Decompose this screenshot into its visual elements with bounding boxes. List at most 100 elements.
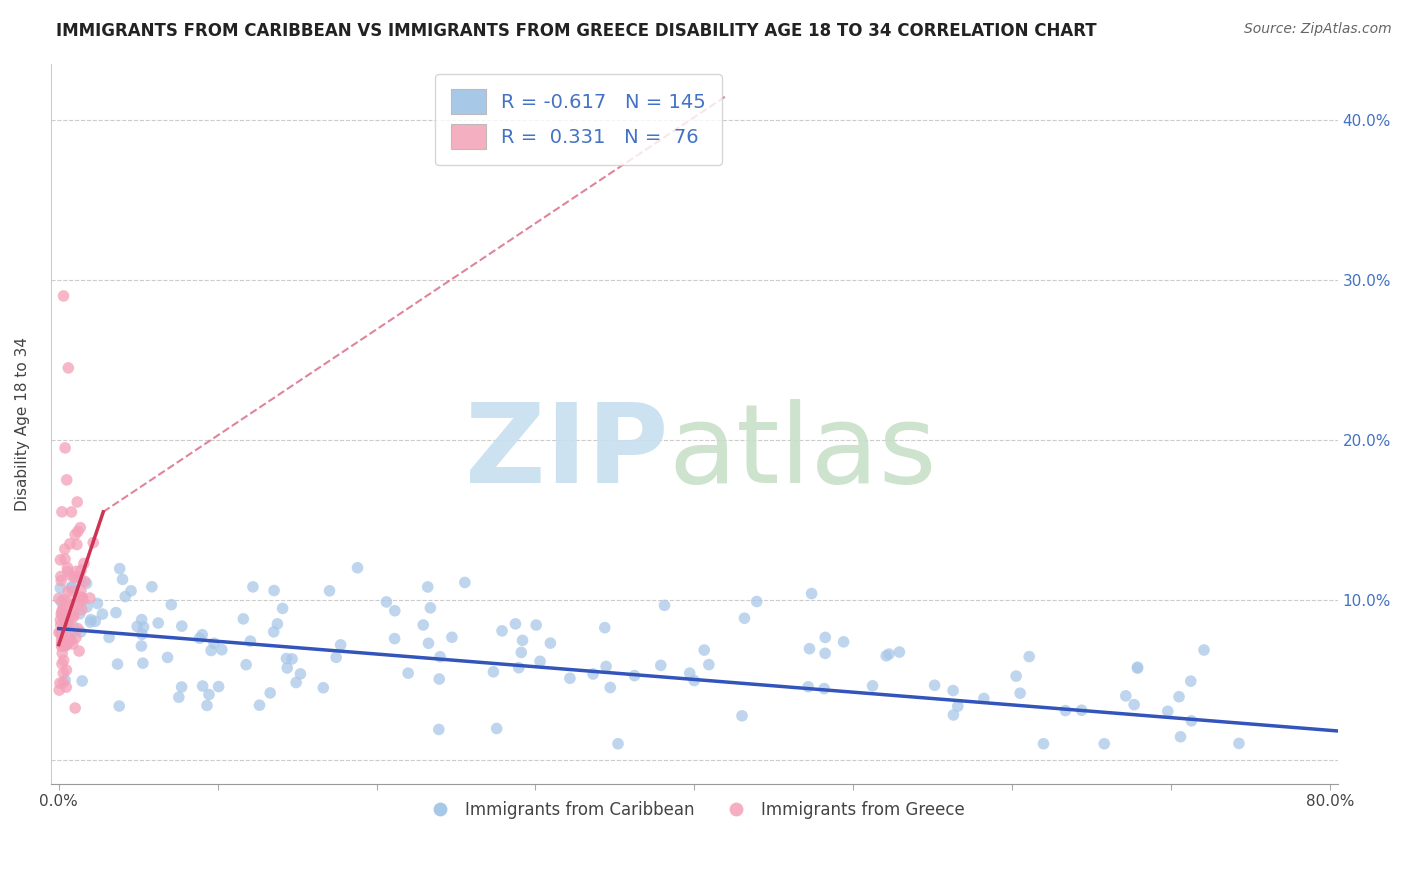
Point — [249, 698, 271, 713]
Point — [49, 613, 72, 627]
Point — [49, 569, 72, 583]
Point — [53, 673, 76, 687]
Point — [512, 633, 534, 648]
Point — [108, 561, 131, 575]
Point — [862, 679, 884, 693]
Point — [80, 613, 103, 627]
Point — [60, 569, 83, 583]
Point — [942, 708, 965, 723]
Point — [396, 666, 419, 681]
Point — [51, 505, 73, 519]
Point — [1018, 649, 1040, 664]
Point — [79, 615, 101, 629]
Point — [66, 598, 89, 612]
Point — [427, 672, 450, 686]
Point — [52, 600, 75, 615]
Point — [799, 641, 821, 656]
Point — [62, 620, 84, 634]
Text: ZIP: ZIP — [465, 400, 668, 506]
Point — [1010, 686, 1032, 700]
Point — [242, 580, 264, 594]
Point — [235, 657, 257, 672]
Point — [53, 639, 76, 653]
Point — [271, 601, 294, 615]
Point — [800, 586, 823, 600]
Point — [63, 527, 86, 541]
Point — [276, 651, 298, 665]
Point — [69, 590, 91, 604]
Point — [56, 565, 79, 579]
Point — [72, 593, 94, 607]
Point — [48, 625, 70, 640]
Point — [325, 650, 347, 665]
Point — [76, 576, 98, 591]
Point — [69, 624, 91, 639]
Point — [51, 646, 73, 660]
Point — [55, 620, 77, 634]
Point — [49, 594, 72, 608]
Point — [79, 591, 101, 605]
Point — [52, 289, 75, 303]
Point — [62, 597, 84, 611]
Point — [60, 580, 83, 594]
Point — [69, 583, 91, 598]
Point — [70, 603, 93, 617]
Point — [1032, 737, 1054, 751]
Point — [427, 723, 450, 737]
Point — [814, 646, 837, 660]
Point — [510, 645, 533, 659]
Point — [946, 699, 969, 714]
Point — [211, 642, 233, 657]
Point — [53, 599, 76, 614]
Point — [58, 614, 80, 628]
Point — [60, 625, 83, 640]
Point — [53, 542, 76, 557]
Point — [51, 604, 73, 618]
Point — [60, 607, 83, 622]
Point — [49, 676, 72, 690]
Point — [745, 594, 768, 608]
Point — [1070, 703, 1092, 717]
Point — [52, 622, 75, 636]
Point — [276, 661, 298, 675]
Point — [419, 600, 441, 615]
Point — [52, 633, 75, 648]
Point — [51, 633, 73, 648]
Point — [53, 615, 76, 629]
Point — [889, 645, 911, 659]
Point — [55, 680, 77, 694]
Point — [114, 590, 136, 604]
Point — [191, 679, 214, 693]
Point — [56, 560, 79, 574]
Point — [105, 606, 128, 620]
Point — [120, 583, 142, 598]
Point — [263, 583, 285, 598]
Point — [1054, 704, 1077, 718]
Point — [55, 473, 77, 487]
Point — [63, 570, 86, 584]
Point — [1227, 736, 1250, 750]
Point — [84, 614, 107, 628]
Point — [60, 633, 83, 648]
Point — [76, 599, 98, 614]
Point — [679, 666, 702, 681]
Point — [131, 639, 153, 653]
Point — [266, 616, 288, 631]
Point — [1092, 737, 1115, 751]
Point — [52, 609, 75, 624]
Point — [454, 575, 477, 590]
Point — [329, 638, 352, 652]
Point — [485, 722, 508, 736]
Point — [52, 653, 75, 667]
Point — [346, 561, 368, 575]
Point — [875, 648, 897, 663]
Point — [170, 619, 193, 633]
Point — [65, 565, 87, 579]
Point — [599, 681, 621, 695]
Point — [813, 681, 835, 696]
Point — [170, 680, 193, 694]
Point — [650, 658, 672, 673]
Point — [416, 580, 439, 594]
Point — [91, 607, 114, 621]
Point — [1180, 674, 1202, 689]
